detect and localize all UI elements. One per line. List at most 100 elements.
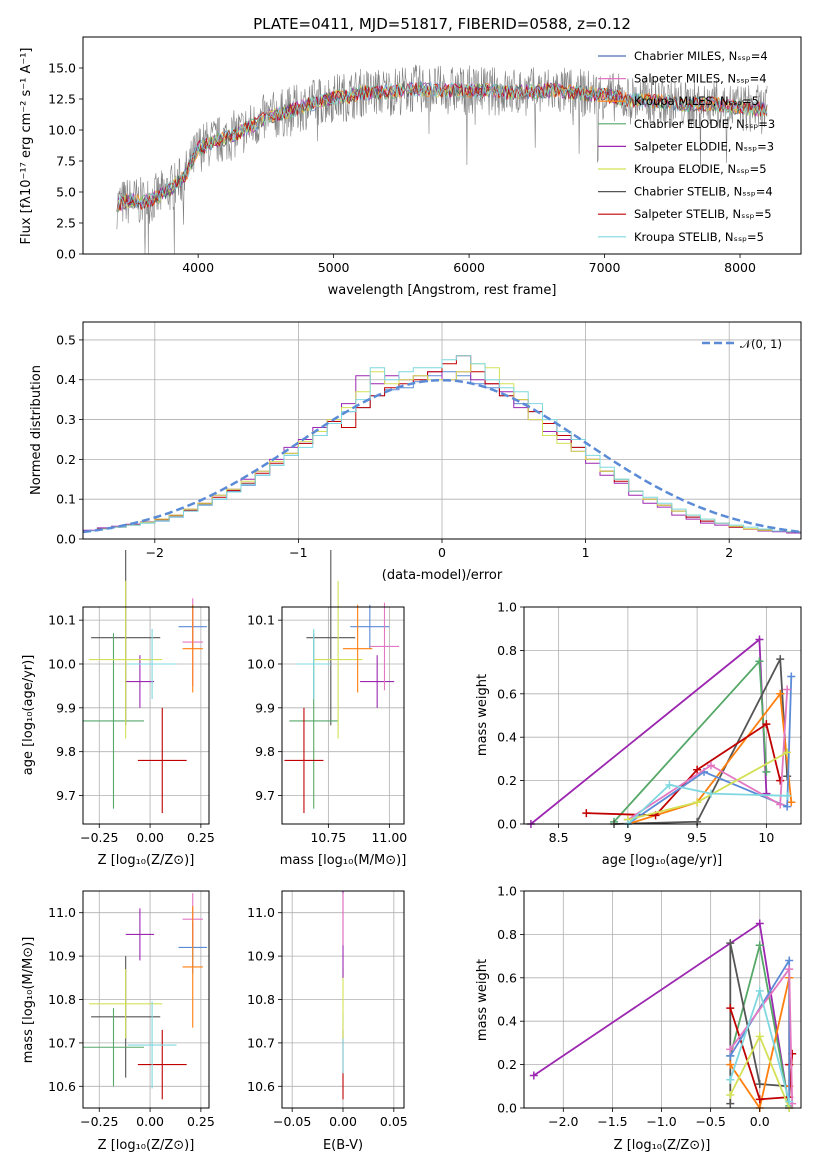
legend-normal-label: 𝒩(0, 1) bbox=[740, 337, 782, 351]
y-tick-label: 0.2 bbox=[497, 773, 517, 788]
plus-marker bbox=[755, 635, 764, 644]
x-tick-label: 6000 bbox=[453, 260, 485, 275]
y-tick-label: 10.6 bbox=[48, 1079, 76, 1094]
weight-vs-z-ticks: −2.0 −1.5 −1.0 −0.5 0.0 0.0 0.2 0.4 0.6 0.8 1.0 bbox=[497, 884, 770, 1130]
y-tick-label: 0.3 bbox=[56, 412, 76, 427]
plus-marker bbox=[776, 776, 785, 785]
legend-label: Salpeter ELODIE, Nₛₛₚ=3 bbox=[634, 139, 774, 153]
normal-curve bbox=[82, 378, 802, 534]
y-tick-label: 5.0 bbox=[56, 185, 76, 200]
error-bar-point bbox=[306, 550, 356, 726]
panel-age-vs-z: −0.25 0.00 0.25 9.7 9.8 9.9 10.0 10.1 Z [log₁₀(… bbox=[21, 550, 215, 868]
y-tick-label: 0.4 bbox=[497, 730, 517, 745]
x-tick-label: 8.5 bbox=[549, 830, 569, 845]
error-bar-point bbox=[369, 602, 400, 691]
residuals-series bbox=[82, 355, 802, 539]
mass-vs-z-xlabel: Z [log₁₀(Z/Z⊙)] bbox=[98, 1138, 195, 1153]
error-bar-point bbox=[125, 908, 155, 961]
y-tick-label: 10.9 bbox=[48, 949, 76, 964]
error-bar-point bbox=[137, 707, 187, 814]
plus-marker bbox=[762, 767, 771, 776]
x-tick-label: 0.00 bbox=[136, 1114, 164, 1129]
x-tick-label: 1 bbox=[582, 545, 590, 560]
weight-line bbox=[729, 942, 790, 1104]
plus-marker bbox=[785, 965, 794, 974]
y-tick-label: 0.5 bbox=[56, 332, 76, 347]
x-tick-label: −0.25 bbox=[80, 830, 118, 845]
plus-marker bbox=[693, 798, 702, 807]
x-tick-label: −0.5 bbox=[695, 1114, 725, 1129]
y-tick-label: 10.0 bbox=[48, 123, 76, 138]
spectrum-axes-frame bbox=[82, 36, 802, 255]
error-bar-point bbox=[296, 628, 331, 700]
plus-marker bbox=[726, 1075, 735, 1084]
plus-marker bbox=[726, 1004, 735, 1013]
plus-marker bbox=[776, 655, 785, 664]
y-tick-label: 11.0 bbox=[247, 905, 275, 920]
x-tick-label: 0.0 bbox=[750, 1114, 770, 1129]
plus-marker bbox=[665, 780, 674, 789]
y-tick-label: 2.5 bbox=[56, 216, 76, 231]
error-bar-point bbox=[127, 1001, 177, 1089]
x-tick-label: 0.25 bbox=[187, 830, 215, 845]
legend-label: Kroupa ELODIE, Nₛₛₚ=5 bbox=[634, 162, 767, 176]
residuals-legend: 𝒩(0, 1) bbox=[702, 337, 782, 351]
plus-marker bbox=[755, 941, 764, 950]
plus-marker bbox=[776, 689, 785, 698]
x-tick-label: 0.00 bbox=[136, 830, 164, 845]
x-tick-label: 0.25 bbox=[187, 1114, 215, 1129]
spectrum-model-line bbox=[116, 82, 768, 212]
error-bar-point bbox=[343, 604, 373, 693]
y-tick-label: 0.4 bbox=[497, 1014, 517, 1029]
y-tick-label: 1.0 bbox=[497, 600, 517, 615]
weight-line bbox=[627, 689, 789, 821]
y-tick-label: 0.0 bbox=[56, 247, 76, 262]
spectrum-ticks: 4000 5000 6000 7000 8000 0.0 2.5 5.0 7.5 10.0 12.5… bbox=[48, 61, 756, 276]
x-tick-label: −1 bbox=[289, 545, 307, 560]
plus-marker bbox=[783, 772, 792, 781]
y-tick-label: 12.5 bbox=[48, 92, 76, 107]
plus-marker bbox=[726, 1099, 735, 1108]
plus-marker bbox=[755, 657, 764, 666]
error-bar-point bbox=[127, 628, 177, 700]
y-tick-label: 15.0 bbox=[48, 61, 76, 76]
legend-label: Chabrier STELIB, Nₛₛₚ=4 bbox=[634, 185, 773, 199]
plus-marker bbox=[726, 1060, 735, 1069]
x-tick-label: 2 bbox=[725, 545, 733, 560]
error-bar-point bbox=[182, 906, 203, 1028]
y-tick-label: 0.4 bbox=[56, 372, 76, 387]
weight-vs-z-ylabel: mass weight bbox=[475, 959, 490, 1041]
y-tick-label: 1.0 bbox=[497, 884, 517, 899]
panel-mass-vs-z: −0.25 0.00 0.25 10.6 10.7 10.8 10.9 11.0 Z [log… bbox=[21, 890, 215, 1153]
y-tick-label: 0.2 bbox=[497, 1057, 517, 1072]
weight-vs-age-ylabel: mass weight bbox=[475, 674, 490, 756]
spectrum-title: PLATE=0411, MJD=51817, FIBERID=0588, z=0… bbox=[253, 15, 631, 33]
y-tick-label: 0.1 bbox=[56, 492, 76, 507]
y-tick-label: 0.2 bbox=[56, 452, 76, 467]
y-tick-label: 0.6 bbox=[497, 686, 517, 701]
plus-marker bbox=[529, 1071, 538, 1080]
x-tick-label: 11.00 bbox=[371, 830, 407, 845]
panel-mass-weight-vs-age: 8.5 9 9.5 10 0.0 0.2 0.4 0.6 0.8 1.0 age [log₁₀(a… bbox=[475, 600, 802, 868]
plus-marker bbox=[755, 1080, 764, 1089]
mass-vs-z-ticks: −0.25 0.00 0.25 10.6 10.7 10.8 10.9 11.0 bbox=[48, 905, 215, 1129]
x-tick-label: 7000 bbox=[589, 260, 621, 275]
y-tick-label: 0.8 bbox=[497, 927, 517, 942]
plus-marker bbox=[787, 798, 796, 807]
plus-marker bbox=[755, 986, 764, 995]
y-tick-label: 9.7 bbox=[255, 788, 275, 803]
y-tick-label: 10.6 bbox=[247, 1079, 275, 1094]
panel-age-vs-mass: 10.75 11.00 9.7 9.8 9.9 10.0 10.1 mass [log₁₀(… bbox=[247, 550, 407, 868]
y-tick-label: 0.8 bbox=[497, 643, 517, 658]
y-tick-label: 10.1 bbox=[48, 613, 76, 628]
age-vs-mass-points bbox=[284, 550, 400, 814]
x-tick-label: 10 bbox=[758, 830, 774, 845]
age-vs-mass-ticks: 10.75 11.00 9.7 9.8 9.9 10.0 10.1 bbox=[247, 613, 407, 845]
y-tick-label: 7.5 bbox=[56, 154, 76, 169]
panel-mass-vs-ebv: −0.05 0.00 0.05 10.6 10.7 10.8 10.9 11.0 E(B-V) bbox=[247, 890, 408, 1153]
y-tick-label: 9.9 bbox=[56, 700, 76, 715]
weight-vs-z-axes-frame bbox=[523, 890, 802, 1109]
plus-marker bbox=[726, 1090, 735, 1099]
legend-label: Chabrier MILES, Nₛₛₚ=4 bbox=[634, 49, 768, 63]
